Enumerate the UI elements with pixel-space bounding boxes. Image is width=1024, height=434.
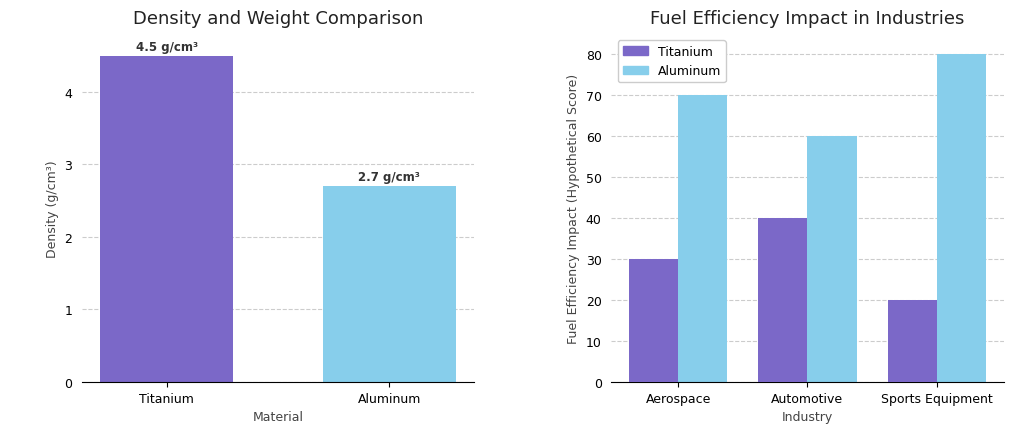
Title: Density and Weight Comparison: Density and Weight Comparison (133, 10, 423, 28)
Bar (678, 96, 727, 382)
Legend: Titanium, Aluminum: Titanium, Aluminum (617, 41, 726, 83)
Bar (629, 260, 678, 382)
Bar (759, 219, 808, 382)
Bar (937, 55, 986, 382)
Title: Fuel Efficiency Impact in Industries: Fuel Efficiency Impact in Industries (650, 10, 965, 28)
Bar (99, 56, 233, 382)
Bar (323, 187, 457, 382)
Text: 2.7 g/cm³: 2.7 g/cm³ (358, 171, 421, 184)
X-axis label: Material: Material (253, 410, 303, 423)
X-axis label: Industry: Industry (781, 410, 834, 423)
Bar (888, 300, 937, 382)
Text: 4.5 g/cm³: 4.5 g/cm³ (135, 40, 198, 53)
Y-axis label: Density (g/cm³): Density (g/cm³) (46, 160, 58, 257)
Bar (808, 137, 856, 382)
Y-axis label: Fuel Efficiency Impact (Hypothetical Score): Fuel Efficiency Impact (Hypothetical Sco… (567, 74, 580, 343)
